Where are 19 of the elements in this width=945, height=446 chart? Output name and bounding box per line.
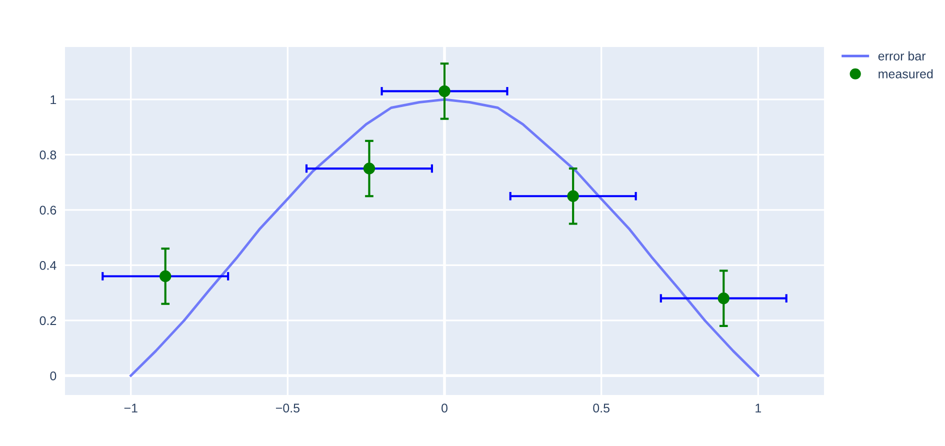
y-tick-label: 0: [50, 371, 56, 380]
y-tick-label: 0.8: [40, 150, 56, 160]
x-tick-label: −0.5: [276, 404, 300, 413]
point: [567, 190, 579, 202]
legend-label: measured: [878, 69, 933, 78]
point: [160, 270, 172, 282]
x-tick-label: −1: [124, 404, 138, 412]
x-tick-label: 1: [756, 404, 762, 412]
point: [718, 292, 730, 304]
y-tick-label: 0.4: [40, 260, 56, 270]
x-tick-label: 0.5: [593, 404, 610, 413]
line-series: [130, 98, 760, 377]
point: [363, 162, 376, 174]
legend-label: error bar: [878, 51, 926, 60]
y-tick-label: 1: [50, 95, 56, 104]
y-tick-label: 0.6: [40, 206, 56, 215]
x-tick-label: 0: [442, 404, 448, 413]
point: [438, 85, 450, 98]
y-tick-label: 0.2: [40, 316, 56, 326]
